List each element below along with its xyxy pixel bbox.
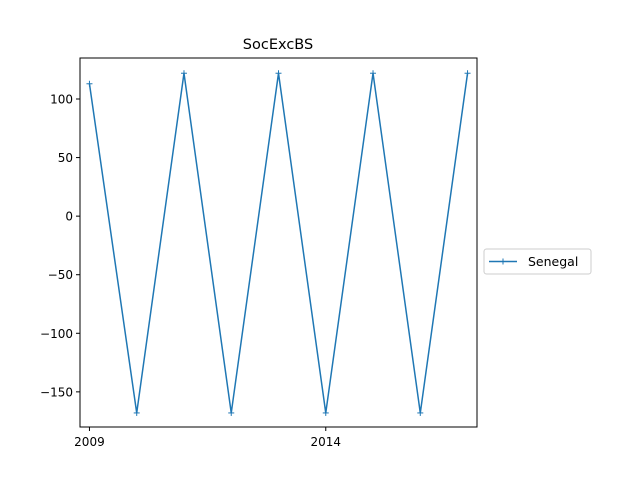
legend-label: Senegal bbox=[528, 254, 578, 269]
y-tick-label: −50 bbox=[48, 268, 73, 282]
y-tick-label: −150 bbox=[40, 385, 73, 399]
x-tick-label: 2009 bbox=[74, 435, 105, 449]
plot-frame bbox=[79, 57, 478, 428]
data-point bbox=[86, 80, 93, 87]
data-point bbox=[464, 70, 471, 77]
data-point bbox=[322, 409, 329, 416]
x-tick-label: 2014 bbox=[310, 435, 341, 449]
data-point bbox=[370, 70, 377, 77]
data-point bbox=[180, 70, 187, 77]
legend-box: Senegal bbox=[483, 248, 592, 275]
y-tick-label: 0 bbox=[65, 210, 73, 224]
data-point bbox=[228, 409, 235, 416]
data-point bbox=[275, 70, 282, 77]
series-line-senegal bbox=[88, 73, 469, 414]
data-point bbox=[133, 409, 140, 416]
y-tick-label: 50 bbox=[58, 151, 73, 165]
y-tick-label: 100 bbox=[50, 93, 73, 107]
y-tick-label: −100 bbox=[40, 327, 73, 341]
chart-title: SocExcBS bbox=[243, 37, 313, 53]
data-point bbox=[417, 409, 424, 416]
